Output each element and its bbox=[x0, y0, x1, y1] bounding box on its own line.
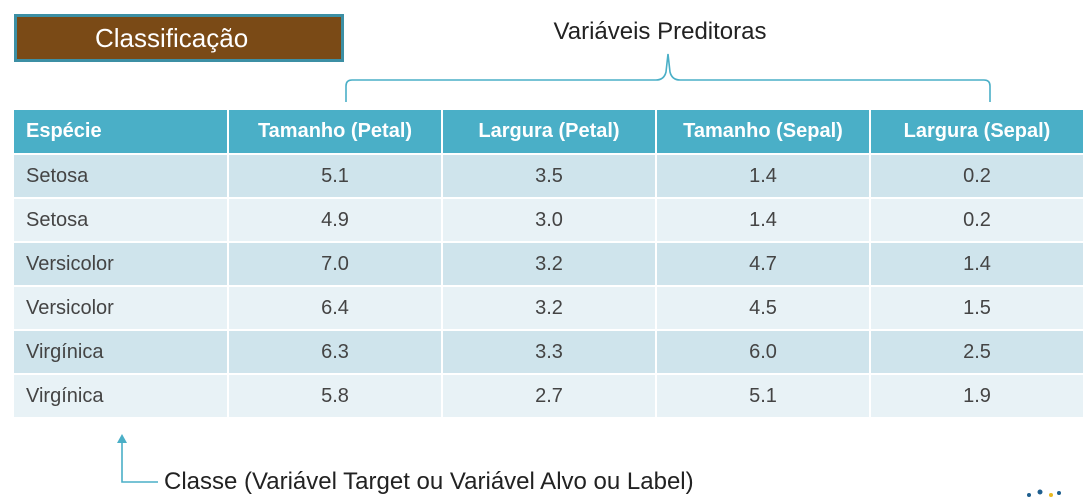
header-species: Espécie bbox=[14, 110, 229, 155]
sepal-length-cell: 1.4 bbox=[656, 154, 871, 199]
petal-width-cell: 3.5 bbox=[442, 154, 657, 199]
class-label: Classe (Variável Target ou Variável Alvo… bbox=[164, 468, 694, 495]
petal-length-cell: 5.8 bbox=[228, 374, 443, 419]
species-cell: Virgínica bbox=[14, 330, 229, 375]
sepal-length-cell: 6.0 bbox=[656, 330, 871, 375]
sepal-width-cell: 1.5 bbox=[870, 286, 1085, 331]
petal-length-cell: 5.1 bbox=[228, 154, 443, 199]
petal-length-cell: 4.9 bbox=[228, 198, 443, 243]
table-row: Setosa 4.9 3.0 1.4 0.2 bbox=[14, 198, 1085, 243]
petal-length-cell: 6.3 bbox=[228, 330, 443, 375]
petal-width-cell: 2.7 bbox=[442, 374, 657, 419]
species-cell: Setosa bbox=[14, 198, 229, 243]
species-cell: Virgínica bbox=[14, 374, 229, 419]
sepal-length-cell: 1.4 bbox=[656, 198, 871, 243]
header-sepal-width: Largura (Sepal) bbox=[870, 110, 1085, 155]
table-row: Versicolor 6.4 3.2 4.5 1.5 bbox=[14, 286, 1085, 331]
table-row: Virgínica 6.3 3.3 6.0 2.5 bbox=[14, 330, 1085, 375]
sepal-length-cell: 4.5 bbox=[656, 286, 871, 331]
table-row: Virgínica 5.8 2.7 5.1 1.9 bbox=[14, 374, 1085, 419]
petal-width-cell: 3.2 bbox=[442, 242, 657, 287]
header-sepal-length: Tamanho (Sepal) bbox=[656, 110, 871, 155]
table-header-row: Espécie Tamanho (Petal) Largura (Petal) … bbox=[14, 110, 1085, 155]
sepal-width-cell: 1.4 bbox=[870, 242, 1085, 287]
sepal-width-cell: 2.5 bbox=[870, 330, 1085, 375]
logo-dots-icon bbox=[1027, 489, 1061, 497]
curly-brace-icon bbox=[345, 53, 991, 102]
predictors-title: Variáveis Preditoras bbox=[553, 18, 767, 45]
slide-title: Classificação bbox=[95, 22, 249, 53]
sepal-length-cell: 5.1 bbox=[656, 374, 871, 419]
petal-width-cell: 3.2 bbox=[442, 286, 657, 331]
petal-length-cell: 7.0 bbox=[228, 242, 443, 287]
header-petal-width: Largura (Petal) bbox=[442, 110, 657, 155]
table-row: Versicolor 7.0 3.2 4.7 1.4 bbox=[14, 242, 1085, 287]
petal-width-cell: 3.3 bbox=[442, 330, 657, 375]
header-petal-length: Tamanho (Petal) bbox=[228, 110, 443, 155]
sepal-width-cell: 0.2 bbox=[870, 154, 1085, 199]
iris-data-table: Espécie Tamanho (Petal) Largura (Petal) … bbox=[14, 110, 1085, 419]
petal-length-cell: 6.4 bbox=[228, 286, 443, 331]
sepal-width-cell: 0.2 bbox=[870, 198, 1085, 243]
species-cell: Versicolor bbox=[14, 286, 229, 331]
arrow-up-icon bbox=[117, 434, 158, 483]
species-cell: Setosa bbox=[14, 154, 229, 199]
table-row: Setosa 5.1 3.5 1.4 0.2 bbox=[14, 154, 1085, 199]
slide-title-box: Classificação bbox=[14, 14, 344, 62]
petal-width-cell: 3.0 bbox=[442, 198, 657, 243]
species-cell: Versicolor bbox=[14, 242, 229, 287]
sepal-length-cell: 4.7 bbox=[656, 242, 871, 287]
sepal-width-cell: 1.9 bbox=[870, 374, 1085, 419]
